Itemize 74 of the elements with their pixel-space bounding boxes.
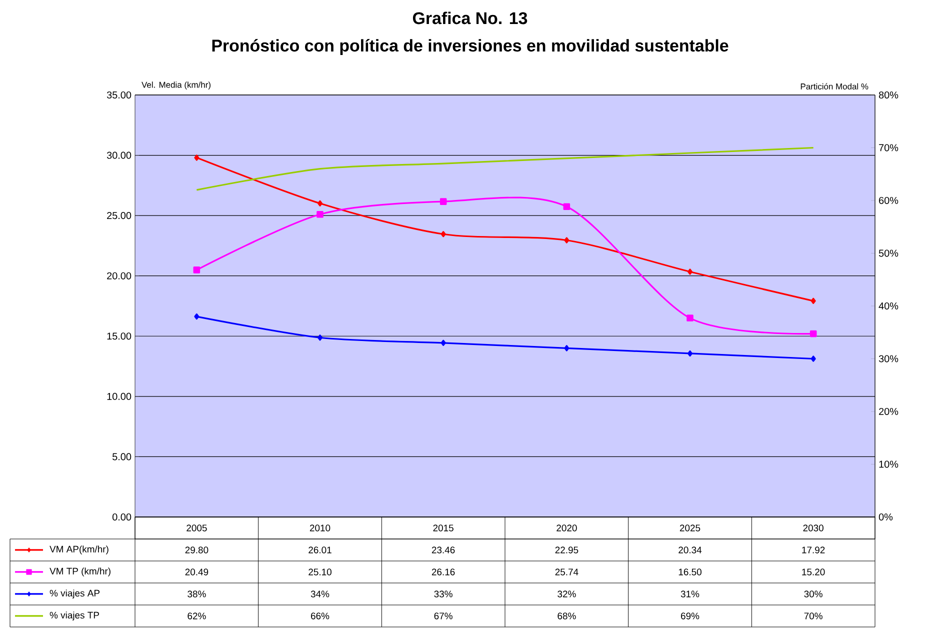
y2-tick-label: 50% (878, 250, 898, 257)
y2-tick-label: 0% (878, 513, 893, 521)
y2-tick-label: 20% (879, 408, 898, 416)
y-tick-label: 25.00 (107, 212, 132, 220)
point (563, 203, 570, 210)
x-tick-label: 2025 (680, 524, 700, 532)
legend-label: VM TP (km/hr) (50, 568, 110, 576)
data-label: 26.16 (432, 568, 455, 576)
data-label: 23.46 (432, 546, 455, 554)
data-label: 29.80 (185, 546, 208, 554)
y2-tick-label: 10% (879, 460, 898, 468)
data-label: 67% (434, 612, 452, 620)
y-tick-label: 20.00 (107, 272, 132, 280)
y-tick-label: 30.00 (106, 152, 132, 159)
data-label: 34% (310, 590, 330, 598)
point (316, 210, 324, 218)
y-tick-label: 10.00 (107, 392, 132, 400)
x-tick-label: 2015 (433, 524, 454, 532)
point (440, 198, 447, 205)
legend-label: % viajes AP (50, 590, 100, 598)
point (194, 154, 200, 161)
data-label: 68% (558, 612, 576, 620)
data-label: 69% (681, 612, 700, 620)
y2-tick-label: 70% (879, 144, 898, 152)
y-axis-title: Vel. Media (km/hr) (142, 82, 210, 90)
line-series (196, 146, 814, 191)
y2-tick-label: 40% (878, 302, 898, 310)
data-label: 70% (804, 612, 822, 620)
x-tick-label: 2030 (803, 524, 824, 532)
point (810, 298, 816, 304)
y-tick-label: 5.00 (112, 453, 132, 460)
point (564, 237, 570, 244)
data-label: 62% (188, 612, 206, 620)
y2-axis-title: Partición Modal % (800, 83, 868, 90)
point (687, 268, 693, 275)
point (440, 231, 446, 238)
data-label: 66% (311, 612, 330, 620)
data-label: 20.49 (185, 568, 208, 576)
data-label: 17.92 (802, 546, 825, 554)
point (810, 356, 816, 362)
data-label: 38% (188, 590, 206, 598)
point (810, 330, 817, 338)
y-tick-label: 35.00 (106, 91, 132, 99)
y2-tick-label: 60% (879, 196, 898, 204)
chart-title: Grafica No. 13 (412, 12, 528, 24)
data-label: 30% (804, 590, 822, 598)
data-label: 16.50 (678, 568, 702, 576)
point (194, 313, 200, 320)
data-label: 33% (434, 590, 452, 598)
point (687, 350, 693, 357)
data-label: 25.74 (555, 568, 578, 576)
data-label: 31% (680, 590, 700, 598)
x-tick-label: 2020 (556, 524, 577, 532)
x-tick-label: 2005 (186, 524, 207, 532)
legend-label: VM AP(km/hr) (50, 546, 108, 554)
data-label: 22.95 (555, 546, 578, 554)
data-label: 32% (558, 590, 576, 598)
y-tick-label: 15.00 (107, 332, 132, 340)
y2-tick-label: 80% (878, 91, 898, 99)
y2-tick-label: 30% (878, 355, 898, 362)
point (440, 340, 446, 346)
point (317, 334, 323, 341)
data-label: 20.34 (678, 546, 702, 554)
point (564, 345, 570, 352)
x-tick-label: 2010 (310, 524, 330, 532)
point (686, 314, 694, 322)
legend-label: % viajes TP (50, 612, 99, 620)
point (317, 200, 323, 206)
data-label: 15.20 (802, 568, 825, 576)
point (193, 266, 200, 274)
data-label: 26.01 (308, 546, 332, 554)
chart-subtitle: Pronóstico con política de inversiones en movilidad sustentable (212, 39, 728, 55)
data-label: 25.10 (308, 568, 332, 576)
y-tick-label: 0.00 (112, 513, 132, 521)
